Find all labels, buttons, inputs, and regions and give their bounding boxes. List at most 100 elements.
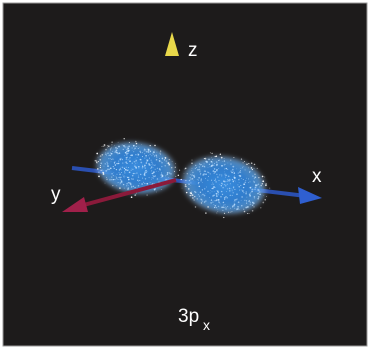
speckle [107,168,109,170]
speckle [257,168,258,169]
speckle [254,198,255,199]
speckle [190,182,191,183]
speckle [192,197,193,198]
speckle [247,197,248,198]
speckle [112,185,113,186]
speckle [136,146,137,147]
speckle [249,172,250,173]
speckle [232,211,233,212]
speckle [238,208,239,209]
speckle [135,167,137,169]
speckle [200,199,201,200]
speckle [240,168,241,169]
speckle [224,158,225,159]
speckle [210,202,211,203]
speckle [241,200,242,201]
speckle [146,159,147,160]
speckle [228,180,230,182]
speckle [137,155,138,156]
speckle [131,154,133,156]
speckle [252,175,253,176]
speckle [225,177,226,178]
speckle [192,168,193,169]
speckle [221,191,222,192]
speckle [244,211,246,213]
speckle [264,177,265,178]
speckle [110,149,111,150]
speckle [211,184,212,185]
speckle [218,201,219,202]
speckle [117,148,118,149]
x-label: x [312,166,322,187]
speckle [108,158,109,159]
speckle [124,188,125,189]
speckle [254,168,255,169]
speckle [207,172,208,173]
speckle [145,155,147,157]
speckle [115,164,116,165]
speckle [138,153,139,154]
speckle [225,208,226,209]
speckle [192,194,193,195]
speckle [198,180,199,181]
speckle [103,172,105,174]
speckle [134,149,135,150]
speckle [174,171,175,172]
speckle [216,170,217,171]
speckle [142,156,143,157]
speckle [113,166,114,167]
speckle [238,179,239,180]
speckle [131,178,132,179]
speckle [157,178,159,180]
speckle [199,186,201,188]
speckle [107,153,108,154]
speckle [243,187,244,188]
speckle [233,171,234,172]
speckle [215,156,216,157]
speckle [185,168,186,169]
speckle [234,175,235,176]
speckle [168,177,169,178]
speckle [247,206,249,208]
speckle [216,198,217,199]
speckle [175,167,176,168]
speckle [151,170,152,171]
speckle [232,195,233,196]
speckle [145,149,146,150]
speckle [101,170,102,171]
speckle [138,166,140,168]
speckle [132,148,133,149]
speckle [138,176,139,177]
speckle [126,167,127,168]
speckle [232,179,233,180]
speckle [160,153,161,154]
speckle [239,182,240,183]
speckle [142,178,143,179]
speckle [258,177,259,178]
speckle [153,171,155,173]
speckle [230,180,231,181]
speckle [178,175,179,176]
speckle [204,195,206,197]
speckle [123,138,124,139]
speckle [137,180,138,181]
speckle [207,180,208,181]
speckle [125,152,127,154]
speckle [250,192,251,193]
speckle [255,184,257,186]
speckle [210,152,211,153]
speckle [230,170,231,171]
speckle [166,179,167,180]
speckle [260,192,261,193]
speckle [124,146,126,148]
speckle [209,164,210,165]
speckle [199,196,200,197]
speckle [218,168,219,169]
speckle [144,158,145,159]
speckle [234,199,235,200]
orbital-name: 3p [178,306,199,327]
speckle [189,177,190,178]
speckle [119,169,120,170]
speckle [139,180,140,181]
speckle [110,148,111,149]
